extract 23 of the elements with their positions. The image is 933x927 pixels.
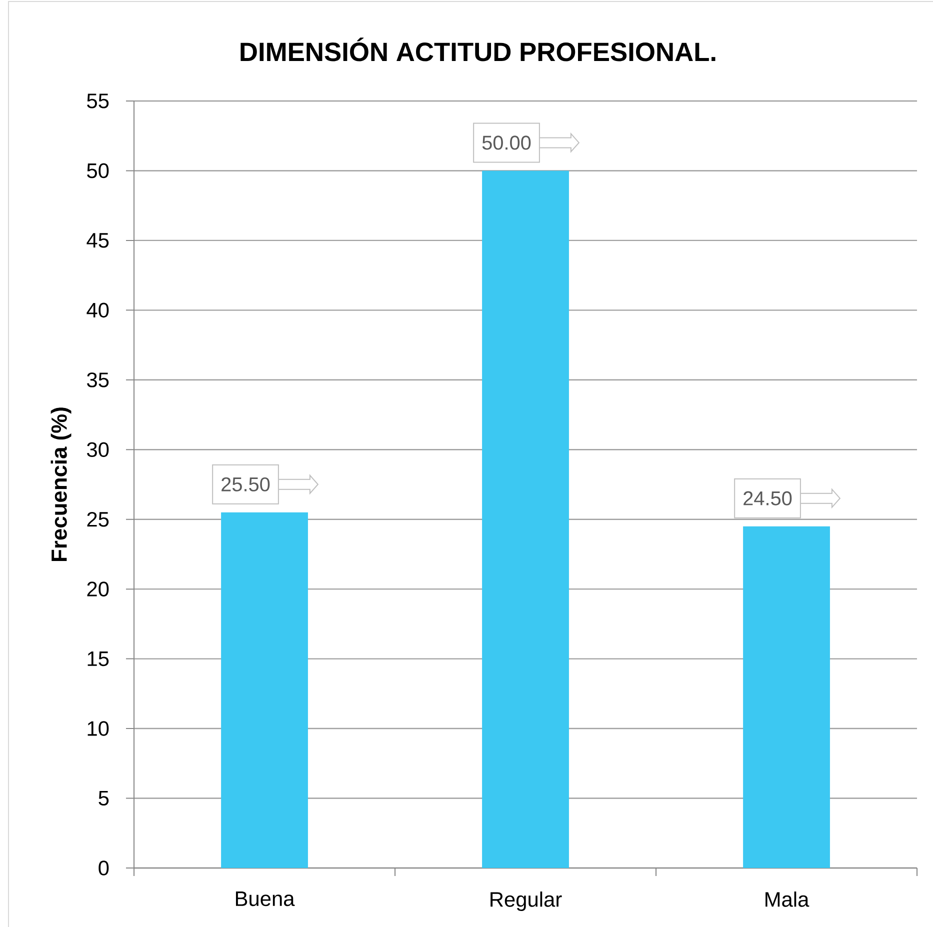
- y-tick-label: 30: [87, 442, 109, 458]
- data-label: 25.50: [222, 477, 270, 492]
- bar: [743, 526, 830, 868]
- y-tick-label: 5: [98, 790, 109, 806]
- y-tick-label: 25: [87, 512, 109, 527]
- y-axis-title: Frecuencia (%): [50, 408, 72, 561]
- y-tick-label: 15: [88, 652, 109, 666]
- chart-title: DIMENSIÓN ACTITUD PROFESIONAL.: [240, 38, 716, 62]
- data-label: 24.50: [744, 491, 792, 506]
- y-tick-label: 20: [87, 582, 109, 596]
- y-tick-label: 40: [86, 302, 109, 318]
- y-tick-label: 0: [98, 860, 109, 876]
- y-tick-label: 45: [86, 233, 109, 248]
- y-tick-label: 10: [88, 721, 109, 736]
- x-tick-label: Regular: [490, 892, 562, 912]
- y-tick-label: 35: [87, 372, 109, 388]
- y-tick-label: 50: [87, 163, 109, 178]
- x-tick-label: Mala: [766, 892, 810, 907]
- bar: [482, 170, 569, 868]
- y-tick-label: 55: [87, 94, 109, 108]
- data-label: 50.00: [482, 136, 531, 150]
- bar: [221, 512, 308, 868]
- x-tick-label: Buena: [236, 892, 295, 906]
